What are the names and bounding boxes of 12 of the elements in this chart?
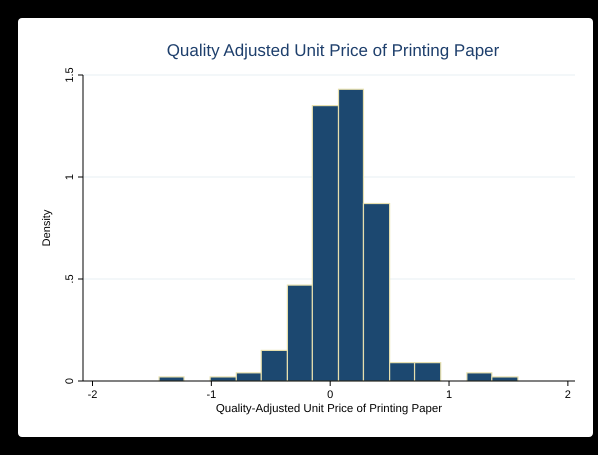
chart-title: Quality Adjusted Unit Price of Printing Paper: [166, 41, 500, 60]
x-tick-label: 1: [446, 389, 452, 401]
x-tick-label: 2: [564, 389, 571, 401]
x-tick-label: 0: [327, 389, 334, 401]
x-tick-label: -1: [206, 389, 216, 401]
x-axis-title: Quality-Adjusted Unit Price of Printing Paper: [216, 403, 442, 415]
y-tick-label: 1.5: [64, 67, 76, 83]
y-tick-label: 0: [64, 378, 76, 384]
x-tick-label: -2: [88, 389, 98, 401]
y-tick-label: .5: [64, 274, 76, 284]
y-axis-title: Density: [41, 209, 53, 246]
y-tick-label: 1: [64, 174, 76, 180]
